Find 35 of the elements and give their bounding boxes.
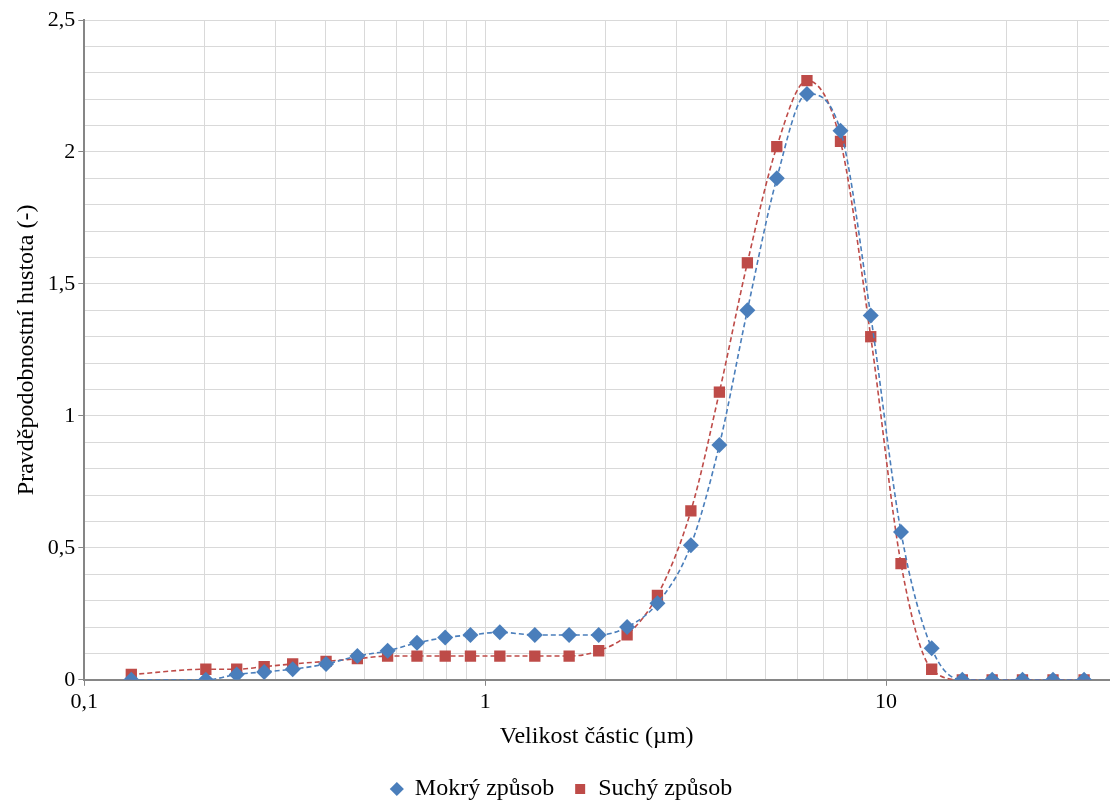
x-axis-title: Velikost částic (µm) — [499, 721, 694, 748]
y-tick-label: 0,5 — [47, 533, 76, 559]
y-tick-label: 2 — [64, 137, 76, 163]
point — [349, 648, 366, 665]
point — [713, 386, 726, 398]
point — [379, 642, 396, 659]
point — [408, 634, 425, 651]
point — [563, 650, 575, 662]
point — [649, 595, 666, 612]
y-tick-label: 1 — [64, 401, 76, 427]
point — [682, 537, 699, 554]
point — [437, 629, 454, 646]
point — [318, 655, 335, 672]
y-axis-title: Pravděpodobnostní hustota (-) — [11, 204, 38, 496]
point — [832, 122, 849, 139]
legend-label: Mokrý způsob — [414, 774, 555, 801]
x-tick-label: 1 — [479, 687, 491, 713]
point — [411, 650, 423, 662]
point — [256, 663, 273, 680]
y-tick-label: 2,5 — [47, 5, 76, 31]
point — [893, 524, 910, 541]
point — [711, 436, 728, 453]
point — [862, 307, 879, 324]
legend-label: Suchý způsob — [598, 774, 733, 801]
point — [561, 626, 578, 643]
point — [685, 505, 697, 517]
point — [926, 663, 938, 675]
x-tick-label: 10 — [875, 687, 897, 713]
point — [228, 666, 245, 680]
y-tick-label: 1,5 — [47, 269, 76, 295]
point — [619, 619, 636, 636]
point — [590, 626, 607, 643]
point — [895, 558, 907, 570]
point — [923, 640, 940, 657]
point — [593, 645, 605, 657]
